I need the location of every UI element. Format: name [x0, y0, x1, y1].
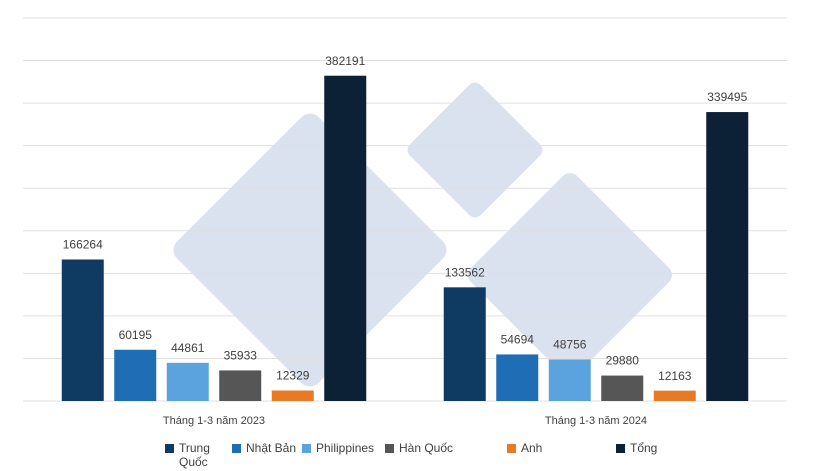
- value-label: 166264: [63, 238, 103, 252]
- legend-item: Anh: [507, 441, 597, 455]
- legend-item: Trung Quốc: [165, 441, 215, 469]
- legend-label: Trung Quốc: [179, 441, 210, 469]
- legend-swatch: [385, 444, 394, 453]
- legend-swatch: [232, 444, 241, 453]
- legend-item: Hàn Quốc: [385, 441, 495, 455]
- value-label: 339495: [707, 90, 747, 104]
- bar: [601, 375, 644, 401]
- legend-label: Tổng: [630, 441, 658, 455]
- value-label: 60195: [119, 328, 153, 342]
- watermark: [173, 82, 672, 387]
- value-label: 12163: [658, 369, 692, 383]
- bar: [324, 75, 367, 402]
- bar: [706, 112, 749, 401]
- value-label: 12329: [276, 369, 310, 383]
- legend-swatch: [302, 444, 311, 453]
- value-label: 35933: [224, 349, 258, 363]
- bar: [271, 390, 314, 401]
- value-label: 29880: [606, 354, 640, 368]
- x-tick-label: Tháng 1-3 năm 2023: [163, 415, 265, 427]
- bar: [653, 390, 696, 401]
- legend-swatch: [616, 444, 625, 453]
- legend-swatch: [507, 444, 516, 453]
- bar: [166, 362, 209, 401]
- x-tick-label: Tháng 1-3 năm 2024: [545, 415, 647, 427]
- bar: [548, 359, 591, 401]
- value-label: 44861: [171, 341, 205, 355]
- legend-label: Philippines: [316, 441, 375, 455]
- value-label: 48756: [553, 338, 587, 352]
- legend-item: Tổng: [616, 441, 706, 455]
- legend-label: Nhật Bản: [246, 441, 297, 455]
- legend-label: Hàn Quốc: [399, 441, 454, 455]
- legend-label: Anh: [521, 441, 543, 455]
- value-label: 54694: [501, 333, 535, 347]
- bar: [114, 349, 157, 401]
- bar: [61, 259, 104, 401]
- bar: [496, 354, 539, 401]
- value-label: 133562: [445, 265, 485, 279]
- legend-item: Nhật Bản: [232, 441, 302, 455]
- bar: [219, 370, 262, 401]
- value-label: 382191: [325, 54, 365, 68]
- legend-item: Philippines: [302, 441, 382, 455]
- legend-swatch: [165, 444, 174, 453]
- bar: [443, 287, 486, 401]
